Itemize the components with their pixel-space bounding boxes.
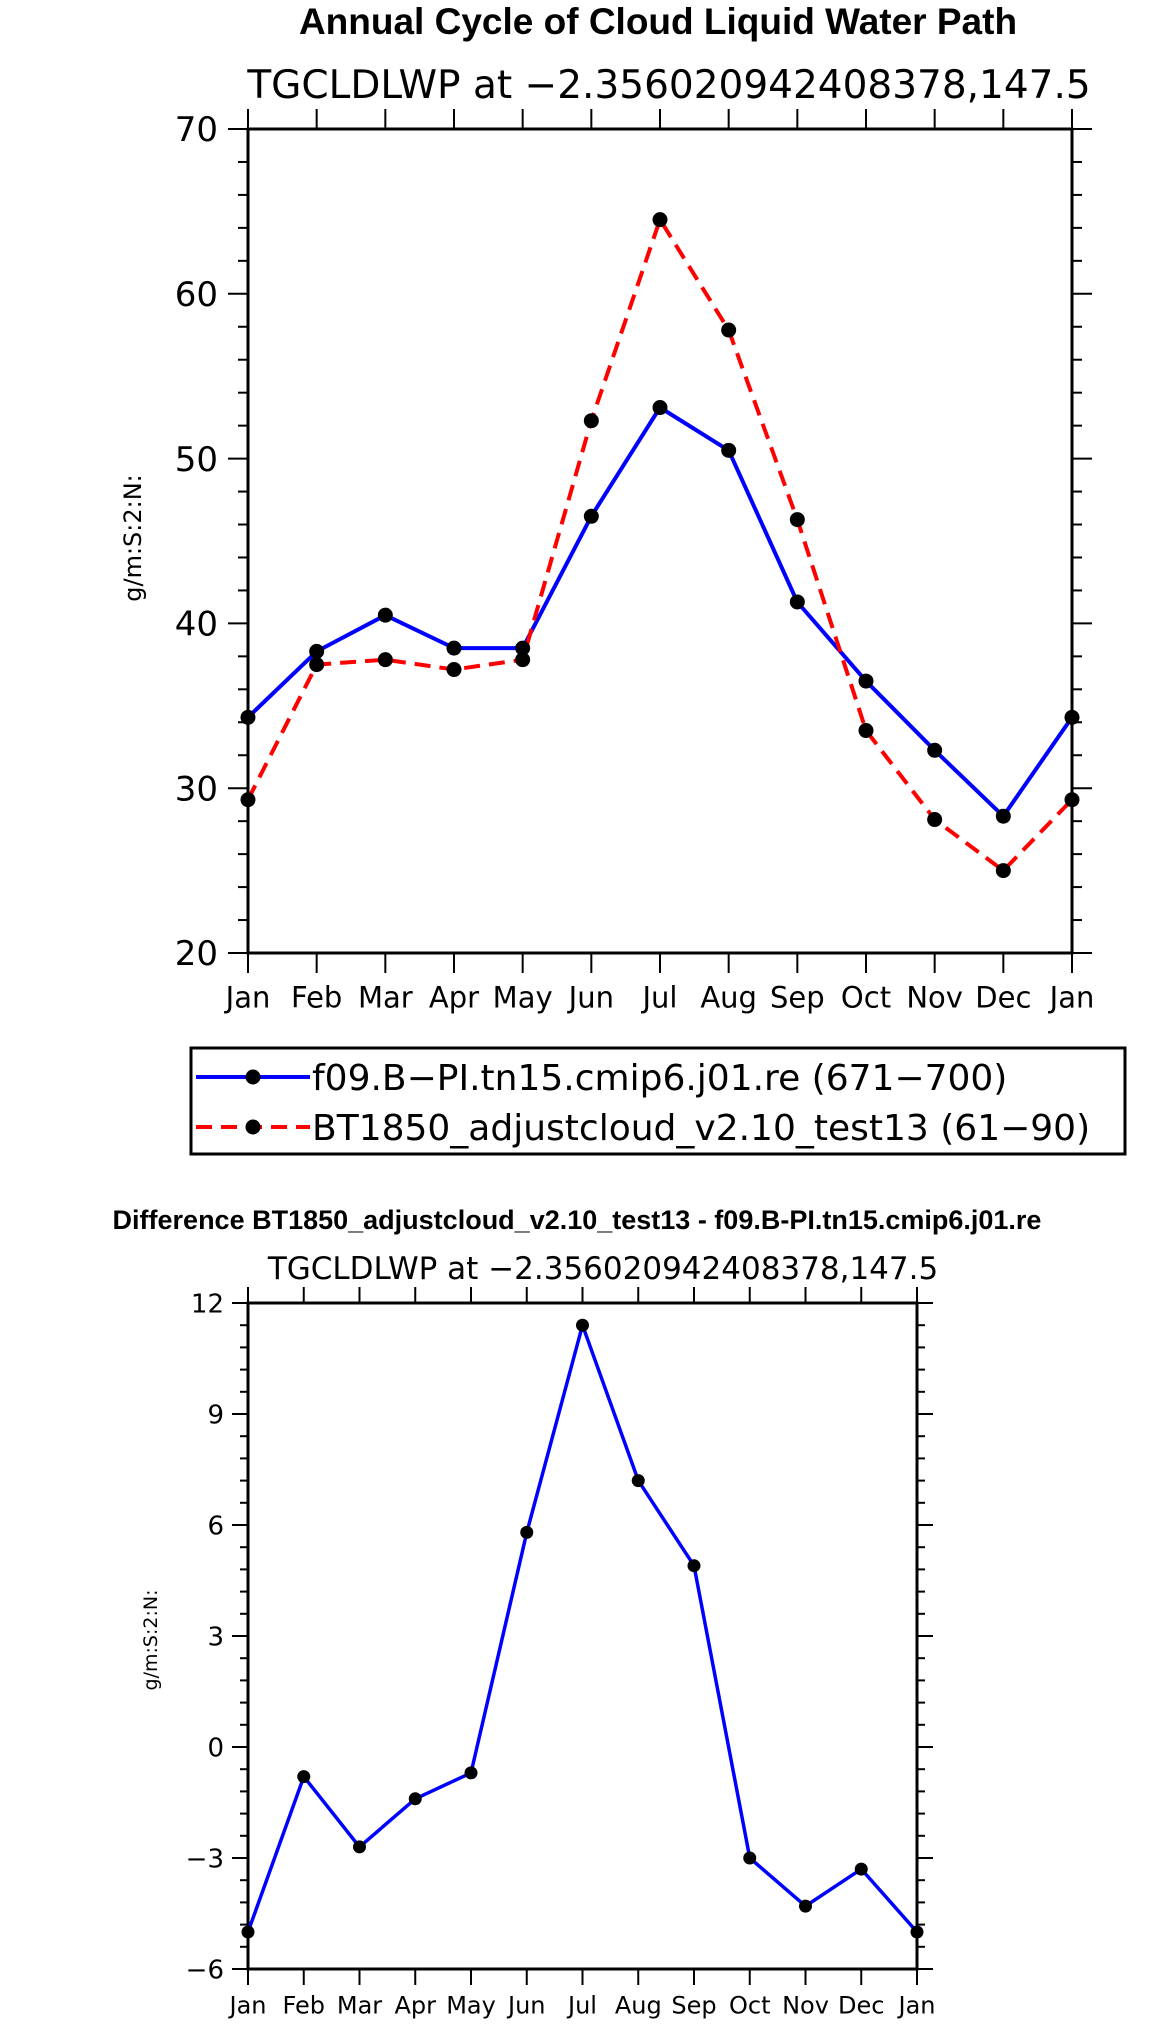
chart-2-x-tick-label: Jan xyxy=(897,1991,936,2019)
chart-1-series-1-point xyxy=(1064,709,1080,725)
chart-2-series-1-point xyxy=(910,1925,924,1939)
chart-1-series-1-point xyxy=(240,709,256,725)
chart-2-x-tick-label: Feb xyxy=(283,1991,326,2019)
chart-1-series-1-point xyxy=(309,643,325,659)
chart-2-series-1-point xyxy=(408,1792,422,1806)
chart-2-series-1-point xyxy=(799,1899,812,1913)
chart-1-series-2-point xyxy=(995,863,1011,879)
chart-1-y-tick-label: 20 xyxy=(175,934,218,974)
chart-2-series-1-point xyxy=(743,1851,757,1865)
chart-1-series-1-point xyxy=(377,607,393,623)
chart-1-x-tick-label: Nov xyxy=(906,981,963,1015)
legend-box xyxy=(189,1046,1127,1156)
chart-1-series-2-point xyxy=(927,812,943,828)
chart-1-x-tick-label: Jul xyxy=(641,981,678,1015)
chart-1-series-2-line xyxy=(246,217,1074,873)
chart-2-subtitle: TGCLDLWP at −2.356020942408378,147.5 xyxy=(267,1251,938,1287)
chart-1-series-2-point xyxy=(1064,792,1080,808)
chart-1-series-2-point xyxy=(515,652,531,668)
legend-marker-series-2 xyxy=(245,1119,261,1135)
chart-1-series-2-point xyxy=(446,662,462,678)
chart-1-subtitle: TGCLDLWP at −2.356020942408378,147.5 xyxy=(246,63,1090,108)
chart-1-x-tick-label: Dec xyxy=(975,981,1031,1015)
chart-2-series-1-point xyxy=(297,1770,311,1784)
chart-1-plot: 20 30 40 50 60 70 Jan Feb Mar Apr May Jun Jul Aug Sep O… xyxy=(175,109,1095,1015)
chart-1-y-tick-label: 70 xyxy=(175,110,218,150)
chart-2-x-tick-label: Jun xyxy=(506,1991,546,2019)
chart-1-x-tick-label: Mar xyxy=(358,981,413,1015)
legend-label-series-2: BT1850_adjustcloud_v2.10_test13 (61−90) xyxy=(312,1108,1090,1149)
chart-2-series-1-point xyxy=(353,1840,366,1854)
chart-1-y-tick-label: 60 xyxy=(175,275,218,315)
chart-1-series-1-point xyxy=(789,594,805,610)
chart-1-series-1-point xyxy=(515,640,531,656)
chart-1-series-1-point xyxy=(858,673,874,689)
chart-1-series-2-point xyxy=(583,413,599,429)
chart-2-series-1-point xyxy=(854,1862,868,1876)
chart-1-series-2-point xyxy=(377,652,393,668)
chart-1-x-tick-label: Aug xyxy=(700,981,757,1015)
chart-1-series-1-line xyxy=(246,405,1074,819)
chart-2-series-1-point xyxy=(520,1525,534,1539)
chart-2-series-1-line xyxy=(246,1323,919,1934)
chart-2-y-tick-label: −6 xyxy=(186,1955,224,1985)
chart-1-x-tick-label: Oct xyxy=(841,981,891,1015)
chart-1-series-1-point xyxy=(927,742,943,758)
chart-2-x-tick-label: Aug xyxy=(615,1991,662,2019)
chart-2-y-tick-label: 0 xyxy=(207,1733,224,1763)
chart-1-x-tick-label: May xyxy=(493,981,553,1015)
chart-1-x-tick-label: Jan xyxy=(224,981,271,1015)
legend-label-series-1: f09.B−PI.tn15.cmip6.j01.re (671−700) xyxy=(312,1058,1007,1099)
chart-2-series-1-point xyxy=(464,1766,478,1780)
chart-1-series-1-point xyxy=(583,508,599,524)
chart-2-y-tick-label: 3 xyxy=(207,1622,224,1652)
chart-2-y-tick-label: 12 xyxy=(191,1289,224,1319)
chart-1-y-tick-label: 50 xyxy=(175,440,218,480)
chart-2-x-tick-label: May xyxy=(446,1991,496,2019)
chart-1-x-tick-label: Apr xyxy=(429,981,479,1015)
chart-1-series-1-point xyxy=(652,400,668,416)
chart-2-x-tick-label: Nov xyxy=(782,1991,829,2019)
legend-marker-series-1 xyxy=(245,1069,261,1085)
chart-2-plot-frame xyxy=(246,1301,919,1971)
chart-2-series-1-point xyxy=(576,1318,589,1332)
chart-2-x-tick-label: Jan xyxy=(228,1991,267,2019)
chart-2-y-axis-label: g/m:S:2:N: xyxy=(140,1590,162,1691)
chart-2-series-1-point xyxy=(631,1474,645,1488)
chart-2-series-1-point xyxy=(241,1925,255,1939)
chart-1-series-1-point xyxy=(721,442,737,458)
chart-1-series-1-point xyxy=(446,640,462,656)
chart-2-title: Difference BT1850_adjustcloud_v2.10_test… xyxy=(113,1205,1042,1235)
chart-2-y-tick-label: 9 xyxy=(207,1400,224,1430)
chart-2-x-tick-label: Dec xyxy=(838,1991,884,2019)
chart-1-x-tick-label: Jun xyxy=(567,981,614,1015)
chart-1-series-1-point xyxy=(995,808,1011,824)
chart-2-x-tick-label: Sep xyxy=(671,1991,716,2019)
chart-2-x-tick-label: Mar xyxy=(337,1991,382,2019)
chart-2-plot: −6 −3 0 3 6 9 12 Jan Feb Mar Apr May Jun Jul Aug Sep Oct… xyxy=(186,1287,936,2019)
chart-2-y-tick-label: 6 xyxy=(207,1511,224,1541)
chart-1-series-2-point xyxy=(858,723,874,739)
chart-1-x-tick-label: Feb xyxy=(291,981,342,1015)
chart-1-y-axis-label: g/m:S:2:N: xyxy=(119,474,147,602)
chart-2-series-1-point xyxy=(687,1559,701,1573)
chart-1-series-2-point xyxy=(240,792,256,808)
chart-2-x-tick-label: Oct xyxy=(729,1991,771,2019)
chart-1-legend: f09.B−PI.tn15.cmip6.j01.re (671−700) BT1… xyxy=(189,1046,1127,1156)
chart-1-series-2-point xyxy=(309,657,325,673)
chart-1-x-tick-label: Sep xyxy=(770,981,825,1015)
chart-1-title: Annual Cycle of Cloud Liquid Water Path xyxy=(299,1,1017,42)
chart-1-series-2-point xyxy=(789,512,805,528)
chart-2-x-tick-label: Jul xyxy=(566,1991,597,2019)
chart-1-y-tick-label: 30 xyxy=(175,769,218,809)
chart-2-x-tick-label: Apr xyxy=(394,1991,436,2019)
chart-1-x-tick-label: Jan xyxy=(1048,981,1095,1015)
chart-1-series-2-point xyxy=(721,322,737,338)
chart-1-series-2-point xyxy=(652,212,668,228)
chart-1-y-tick-label: 40 xyxy=(175,605,218,645)
chart-2-y-tick-label: −3 xyxy=(186,1844,224,1874)
